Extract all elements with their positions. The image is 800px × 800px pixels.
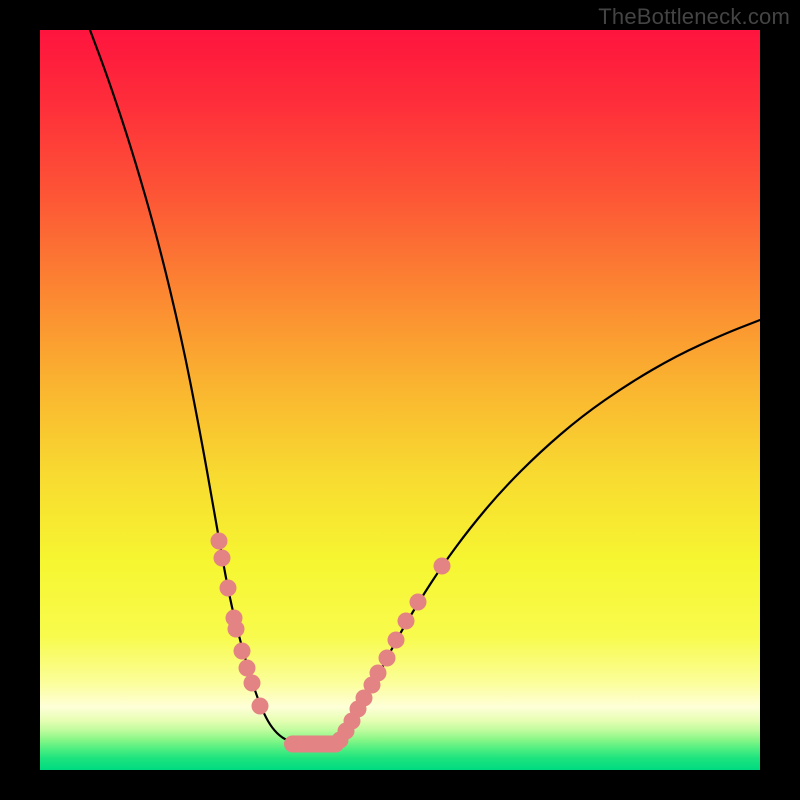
data-marker — [211, 533, 228, 550]
data-marker — [228, 621, 245, 638]
data-marker — [370, 665, 387, 682]
data-marker — [388, 632, 405, 649]
data-marker — [410, 594, 427, 611]
data-marker — [234, 643, 251, 660]
data-marker — [239, 660, 256, 677]
data-marker — [434, 558, 451, 575]
data-marker — [220, 580, 237, 597]
data-marker — [398, 613, 415, 630]
data-marker — [244, 675, 261, 692]
plot-background — [40, 30, 760, 770]
data-marker — [214, 550, 231, 567]
chart-svg — [0, 0, 800, 800]
watermark-text: TheBottleneck.com — [598, 4, 790, 30]
chart-stage: TheBottleneck.com — [0, 0, 800, 800]
data-marker — [252, 698, 269, 715]
data-marker — [379, 650, 396, 667]
